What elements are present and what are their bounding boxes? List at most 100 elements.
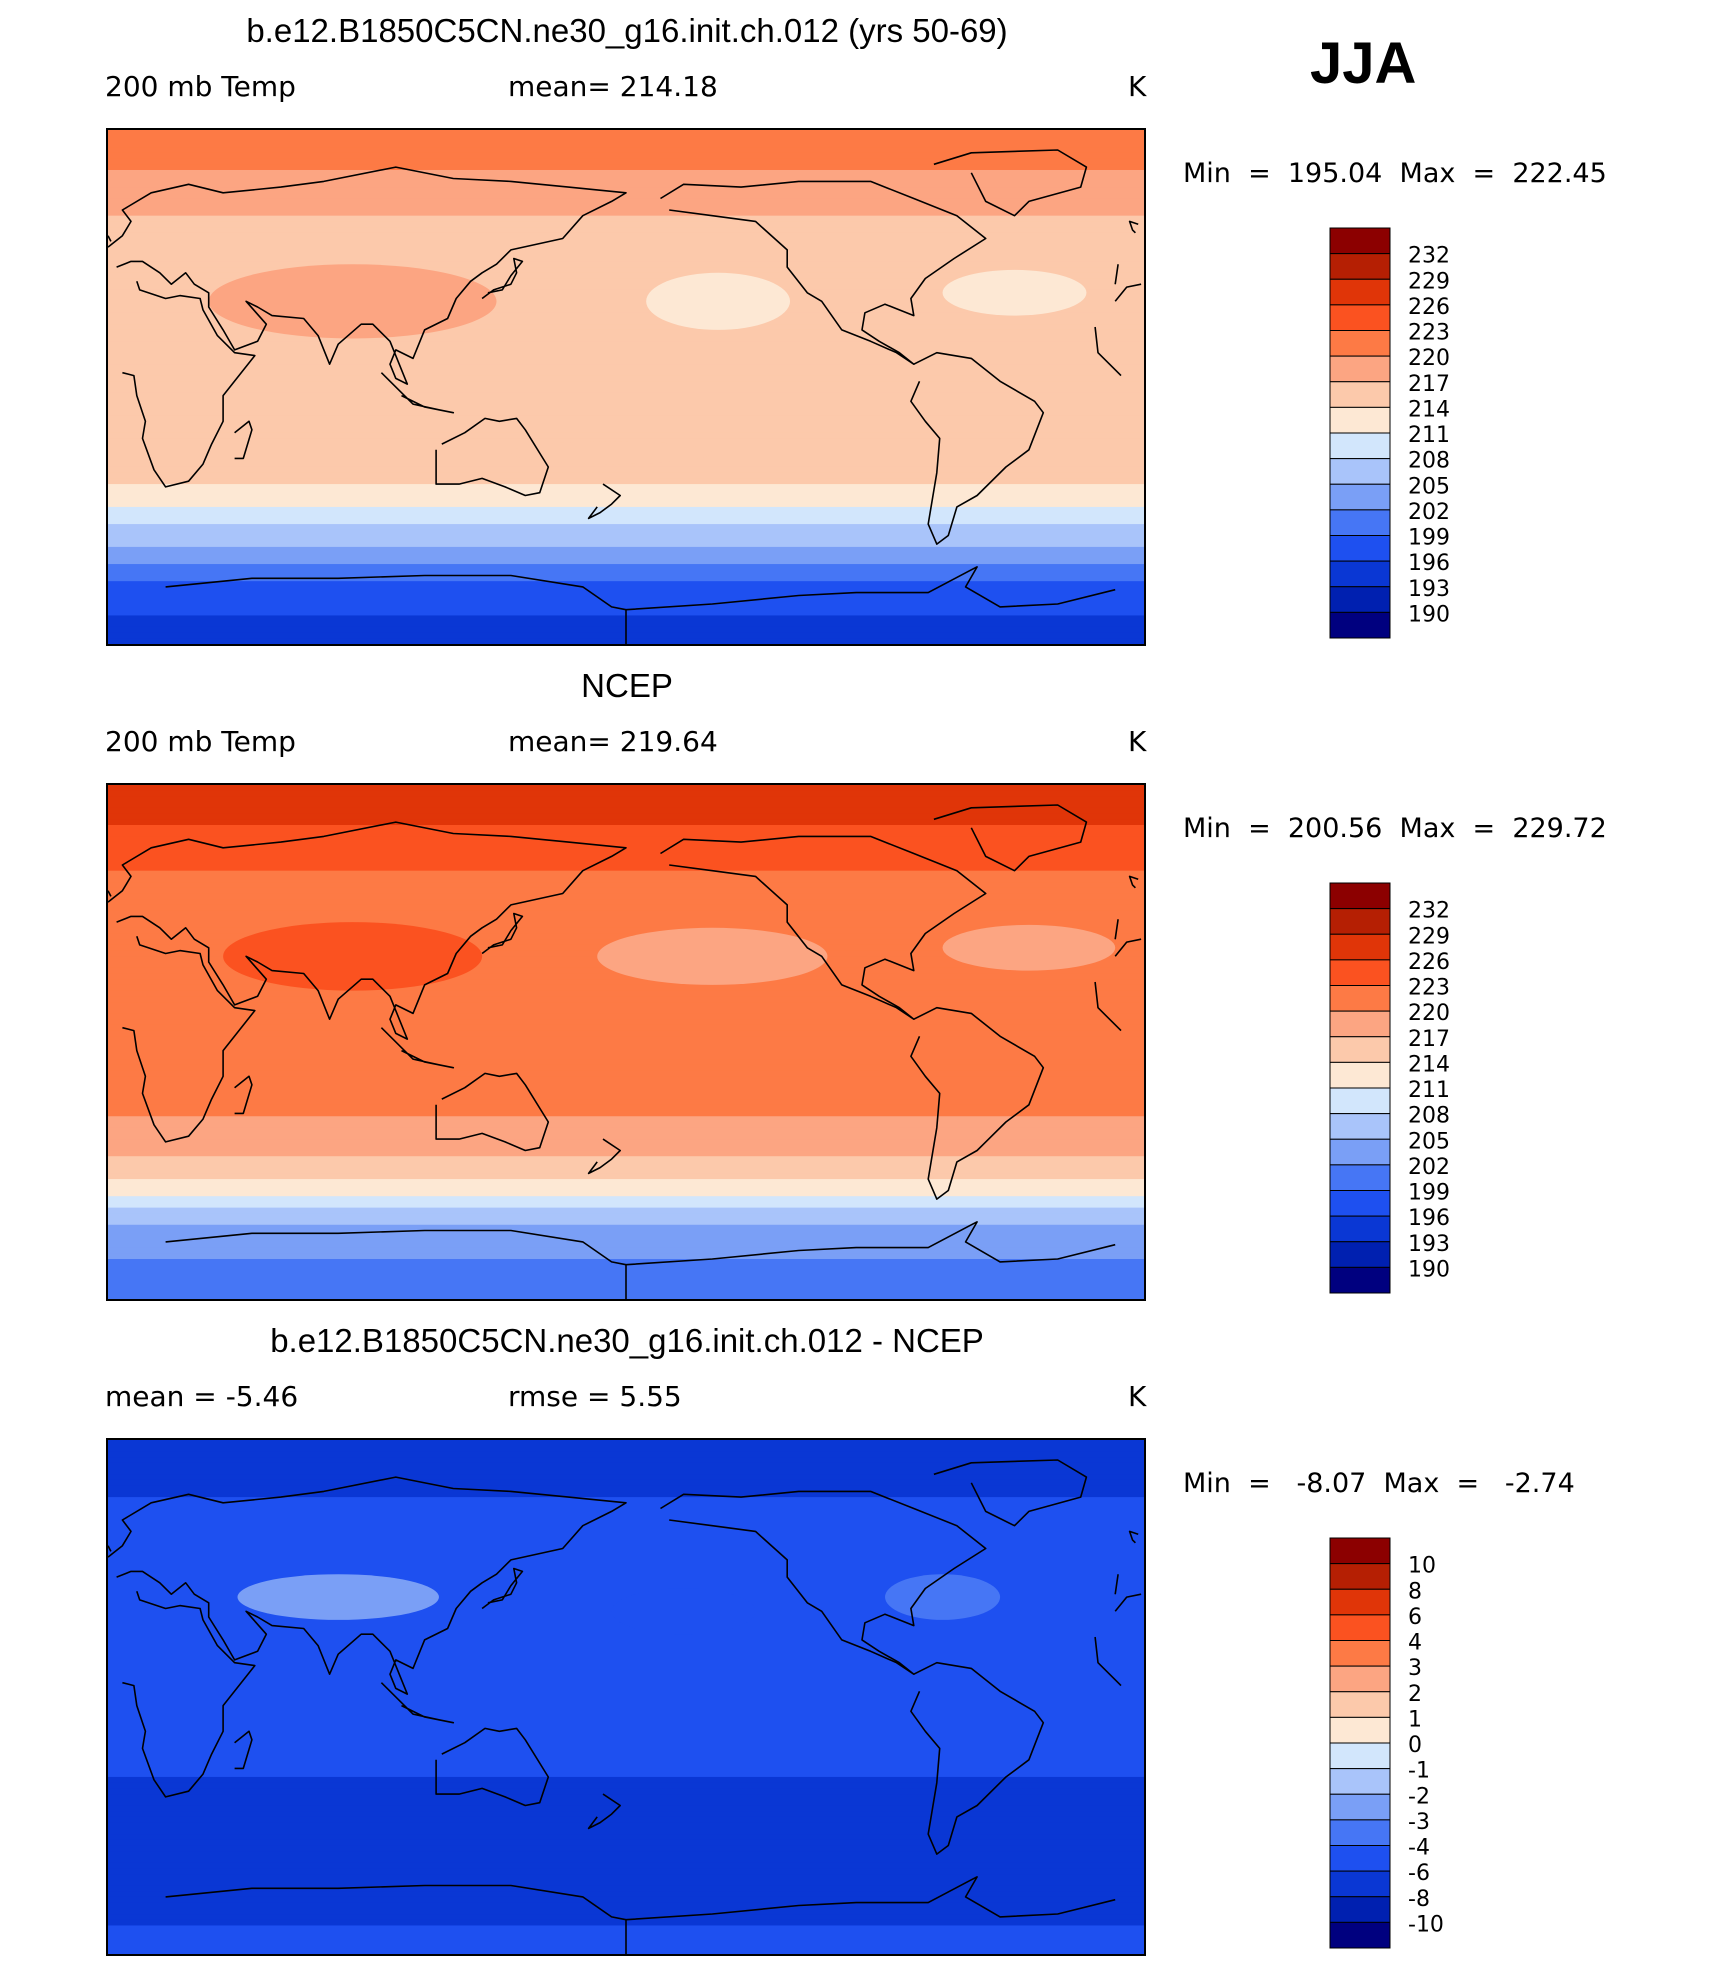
colorbar-label: 208 [1408, 449, 1450, 474]
colorbar-label: 6 [1408, 1605, 1422, 1630]
ncep-panel: NCEP 200 mb Temp mean= 219.64 K Min = 20… [0, 655, 1710, 1310]
colorbar-label: -3 [1408, 1810, 1430, 1835]
zonal-band [108, 1708, 1144, 1715]
colorbar-box [1329, 355, 1391, 383]
colorbar-box [1329, 1793, 1391, 1821]
coastline-south-america [910, 351, 1045, 545]
zonal-band [108, 1862, 1144, 1869]
colorbar-label: 226 [1408, 950, 1450, 975]
zonal-band [108, 1874, 1144, 1881]
zonal-band [108, 341, 1144, 348]
zonal-band [108, 204, 1144, 211]
zonal-band [108, 569, 1144, 577]
zonal-band [108, 1811, 1144, 1818]
zonal-band [108, 1834, 1144, 1841]
zonal-band [108, 910, 1144, 917]
zonal-band [108, 1868, 1144, 1875]
zonal-band [108, 227, 1144, 234]
zonal-band [108, 392, 1144, 400]
min-value: 200.56 [1287, 813, 1383, 844]
mean-label: mean = [105, 1380, 217, 1413]
zonal-band [108, 1891, 1144, 1898]
zonal-band [108, 1139, 1144, 1146]
mean-value: 219.64 [619, 725, 718, 758]
anomaly-region [611, 1588, 756, 1635]
colorbar-label: 223 [1408, 976, 1450, 1001]
zonal-band [108, 847, 1144, 855]
colorbar-label: 199 [1408, 1181, 1450, 1206]
zonal-band [108, 1253, 1144, 1260]
colorbar-box [1329, 535, 1391, 562]
coastline-uk [108, 1530, 1139, 1552]
colorbar-box [1329, 1138, 1391, 1166]
zonal-band [108, 824, 1144, 832]
coastline-australia [435, 1072, 550, 1152]
zonal-band [108, 261, 1144, 268]
zonal-band [108, 558, 1144, 565]
zonal-band [108, 1537, 1144, 1544]
colorbar-label: 232 [1408, 899, 1450, 924]
zonal-band [108, 289, 1144, 297]
zonal-band [108, 1805, 1144, 1812]
colorbar: 2322292262232202172142112082052021991961… [1329, 882, 1450, 1294]
difference-panel: b.e12.B1850C5CN.ne30_g16.init.ch.012 - N… [0, 1310, 1710, 1965]
colorbar-label: 4 [1408, 1631, 1422, 1656]
zonal-band [108, 415, 1144, 422]
zonal-band [108, 802, 1144, 809]
zonal-band [108, 1794, 1144, 1801]
zonal-band [108, 1799, 1144, 1807]
zonal-band [108, 979, 1144, 986]
map-plot [106, 1438, 1146, 1956]
zonal-band [108, 1788, 1144, 1795]
zonal-band [108, 272, 1144, 280]
colorbar-label: 193 [1408, 1232, 1450, 1257]
zonal-band [108, 864, 1144, 872]
colorbar-box [1329, 1087, 1391, 1115]
zonal-band [108, 1754, 1144, 1761]
panel-title: b.e12.B1850C5CN.ne30_g16.init.ch.012 - N… [270, 1322, 984, 1359]
zonal-band [108, 1002, 1144, 1009]
min-label: Min [1183, 1468, 1231, 1499]
coastline-madagascar [234, 420, 253, 460]
coastline-japan [481, 1567, 524, 1610]
min-max-readout: Min = 200.56 Max = 229.72 [1183, 813, 1607, 844]
zonal-band [108, 1594, 1144, 1601]
panel-title: b.e12.B1850C5CN.ne30_g16.init.ch.012 (yr… [246, 12, 1008, 49]
zonal-band [108, 518, 1144, 525]
zonal-band [108, 592, 1144, 599]
zonal-band [108, 181, 1144, 188]
zonal-band [108, 489, 1144, 497]
colorbar-label: 214 [1408, 397, 1450, 422]
zonal-band [108, 1087, 1144, 1094]
zonal-band [108, 541, 1144, 548]
zonal-band [108, 209, 1144, 217]
colorbar-box [1329, 1870, 1391, 1898]
zonal-band [108, 899, 1144, 906]
zonal-band [108, 1440, 1144, 1447]
zonal-band [108, 1099, 1144, 1106]
coastline-africa [122, 936, 1142, 1143]
zonal-band [108, 1668, 1144, 1675]
zonal-band [108, 387, 1144, 394]
min-max-readout: Min = 195.04 Max = 222.45 [1183, 158, 1607, 189]
colorbar-box [1329, 882, 1391, 910]
zonal-band [108, 1161, 1144, 1169]
zonal-band [108, 1577, 1144, 1584]
mean-label: mean= [508, 725, 611, 758]
zonal-band [108, 575, 1144, 582]
zonal-band [108, 1201, 1144, 1209]
zonal-band [108, 796, 1144, 803]
min-label: Min [1183, 813, 1231, 844]
zonal-band [108, 347, 1144, 354]
mean-stat: mean = -5.46 [105, 1380, 298, 1413]
zonal-band [108, 1133, 1144, 1140]
colorbar-label: -6 [1408, 1861, 1430, 1886]
coastline-indonesia [380, 1027, 455, 1069]
zonal-band [108, 1485, 1144, 1492]
colorbar-box [1329, 1266, 1391, 1294]
colorbar-box [1329, 1215, 1391, 1243]
zonal-band [108, 1628, 1144, 1635]
zonal-band [108, 1196, 1144, 1203]
colorbar-box [1329, 253, 1391, 280]
